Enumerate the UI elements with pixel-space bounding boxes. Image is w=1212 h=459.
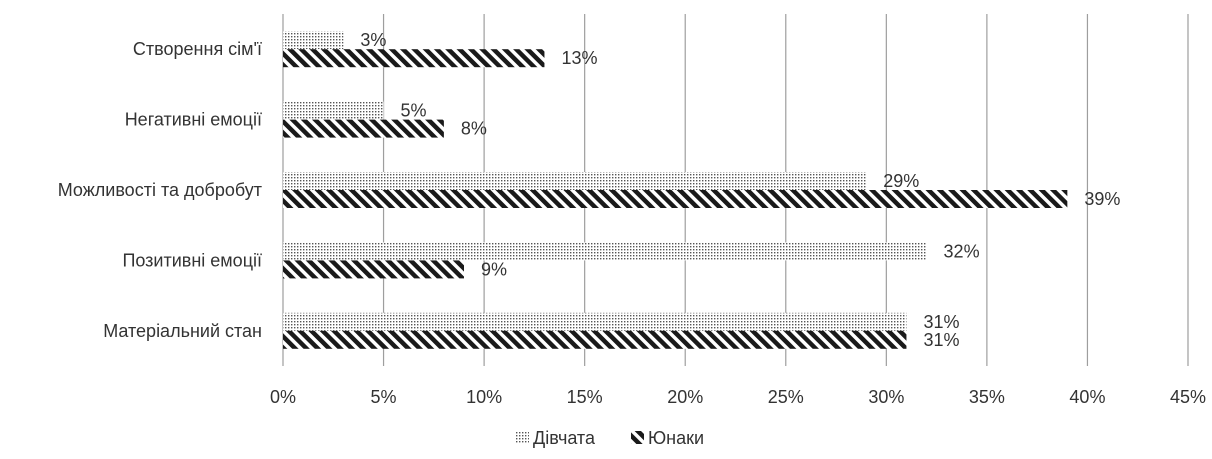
bar-divchata: [283, 31, 344, 50]
legend-label: Юнаки: [648, 428, 704, 448]
x-tick-label: 40%: [1069, 387, 1105, 407]
bar-yunaky: [283, 330, 907, 349]
data-label-divchata: 32%: [944, 241, 980, 261]
legend-label: Дівчата: [533, 428, 596, 448]
bar-yunaky: [283, 119, 444, 138]
data-labels: 3% 13% 5% 8% 29% 39% 32% 9% 31%31%: [360, 30, 1120, 350]
legend: Дівчата Юнаки: [516, 428, 704, 448]
category-label: Матеріальний стан: [103, 321, 262, 341]
data-label-yunaky: 39%: [1084, 189, 1120, 209]
data-label-yunaky: 8%: [461, 119, 487, 139]
bar-yunaky: [283, 260, 464, 279]
bar-divchata: [283, 101, 384, 120]
axes: 0% 5% 10% 15% 20% 25% 30% 35% 40% 45% Створення сі…: [58, 39, 1206, 407]
category-label: Негативні емоції: [125, 110, 262, 130]
x-tick-label: 45%: [1170, 387, 1206, 407]
category-label: Створення сім'ї: [133, 39, 262, 59]
x-tick-label: 20%: [667, 387, 703, 407]
x-tick-label: 35%: [969, 387, 1005, 407]
category-label: Можливості та добробут: [58, 180, 262, 200]
category-label: Позитивні емоції: [122, 250, 262, 270]
x-tick-label: 30%: [868, 387, 904, 407]
data-label-divchata: 31%: [923, 312, 959, 332]
bars: [283, 31, 1068, 349]
data-label-yunaky: 9%: [481, 259, 507, 279]
data-label-yunaky: 13%: [561, 48, 597, 68]
data-label-yunaky: 31%: [923, 330, 959, 350]
bar-divchata: [283, 242, 927, 261]
bar-divchata: [283, 312, 907, 331]
data-label-divchata: 29%: [883, 171, 919, 191]
x-tick-label: 0%: [270, 387, 296, 407]
bar-yunaky: [283, 190, 1068, 208]
x-tick-label: 25%: [768, 387, 804, 407]
bar-divchata: [283, 172, 867, 190]
data-label-divchata: 5%: [401, 101, 427, 121]
data-label-divchata: 3%: [360, 30, 386, 50]
x-tick-label: 5%: [371, 387, 397, 407]
x-tick-label: 15%: [567, 387, 603, 407]
legend-swatch: [631, 431, 644, 444]
x-tick-label: 10%: [466, 387, 502, 407]
bar-yunaky: [283, 49, 545, 68]
legend-swatch: [516, 431, 529, 444]
